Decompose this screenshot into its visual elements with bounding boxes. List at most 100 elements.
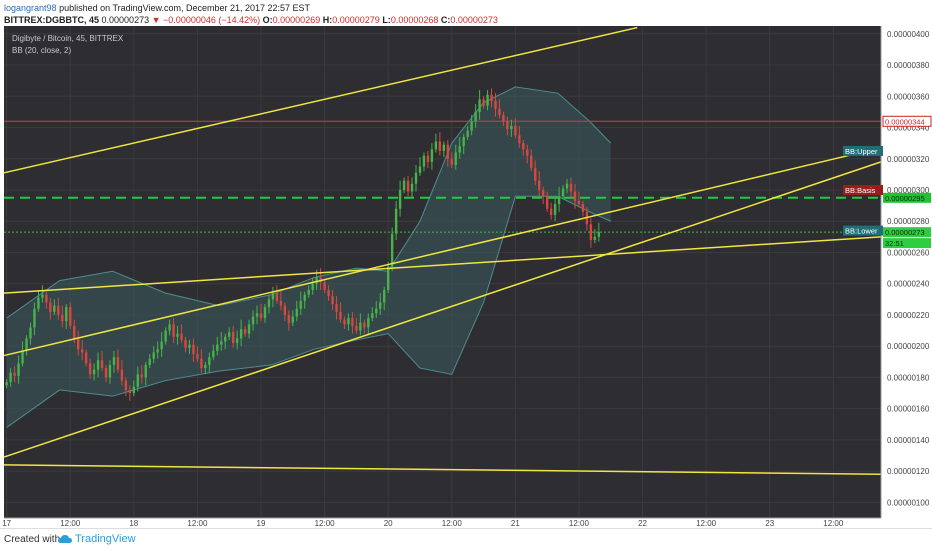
- candle-body: [13, 372, 16, 376]
- candle-body: [375, 308, 378, 314]
- candle-body: [156, 349, 159, 353]
- candle-body: [41, 294, 44, 298]
- candle-body: [96, 360, 100, 370]
- y-tick-label: 0.00000180: [887, 373, 930, 382]
- candle-body: [88, 363, 92, 375]
- price-label-box: [883, 192, 931, 203]
- candle-body: [255, 313, 259, 317]
- y-tick-label: 0.00000280: [887, 217, 930, 226]
- candle-body: [228, 332, 231, 337]
- candle-body: [589, 224, 593, 240]
- candle-body: [526, 149, 529, 156]
- candle-body: [69, 307, 72, 326]
- candle-body: [494, 100, 497, 109]
- candle-body: [76, 338, 80, 350]
- candle-body: [545, 196, 549, 209]
- candle-body: [311, 283, 314, 290]
- candle-body: [315, 277, 318, 284]
- candle-body: [331, 296, 334, 305]
- candle-body: [184, 339, 187, 348]
- candle-body: [446, 144, 449, 159]
- price-chart[interactable]: 0.00000100 0.00000120 0.00000140 0.00000160…: [0, 26, 932, 528]
- candle-body: [25, 338, 28, 351]
- candle-body: [450, 158, 453, 166]
- price-label-text: 0.00000344: [885, 117, 925, 126]
- candle-body: [287, 314, 291, 323]
- candle-body: [359, 322, 362, 331]
- price-label-text: 32:51: [885, 239, 904, 248]
- close-label: C:: [440, 15, 451, 25]
- open-value: 0.00000269: [272, 15, 321, 25]
- candle-body: [343, 319, 346, 325]
- price-label-box: [882, 115, 932, 127]
- bb-lower-line: [6, 195, 611, 428]
- candle-body: [112, 357, 116, 365]
- candle-body: [482, 99, 485, 106]
- y-tick-label: 0.00000160: [887, 405, 930, 414]
- candle-body: [37, 297, 40, 309]
- candle-body: [172, 324, 175, 337]
- candle-body: [152, 352, 155, 359]
- symbol-label: BITTREX:DGBBTC, 45: [4, 15, 100, 25]
- candle-body: [164, 330, 167, 342]
- x-tick-label: 21: [511, 519, 520, 528]
- candle-body: [108, 364, 112, 378]
- x-tick-label: 12:00: [696, 519, 717, 528]
- y-tick-label: 0.00000140: [887, 436, 930, 445]
- x-tick-label: 19: [257, 519, 266, 528]
- candle-body: [116, 357, 120, 370]
- y-tick-label: 0.00000120: [887, 467, 930, 476]
- y-tick-label: 0.00000240: [887, 280, 930, 289]
- candle-body: [581, 204, 585, 212]
- candle-body: [553, 204, 557, 215]
- price-label-text: BB:Basis: [845, 186, 876, 195]
- instrument-title: Digibyte / Bitcoin, 45, BITTREX: [12, 34, 124, 43]
- y-tick-label: 0.00000320: [887, 155, 930, 164]
- published-text: published on TradingView.com, December 2…: [59, 3, 311, 13]
- candle-body: [406, 180, 410, 192]
- candle-body: [80, 349, 84, 353]
- ohlc-line: BITTREX:DGBBTC, 45 0.00000273 ▼ −0.00000…: [4, 15, 498, 25]
- candle-body: [200, 358, 203, 369]
- candle-body: [132, 386, 136, 394]
- trend-line: [3, 147, 882, 357]
- high-label: H:: [322, 15, 333, 25]
- price-change: −0.00000046 (−14.42%): [163, 15, 261, 25]
- candle-body: [21, 350, 24, 364]
- trend-line: [3, 161, 882, 458]
- candle-body: [271, 293, 275, 300]
- candle-body: [160, 341, 163, 350]
- x-tick-label: 22: [638, 519, 647, 528]
- x-tick-label: 12:00: [187, 519, 208, 528]
- candle-body: [367, 318, 370, 328]
- open-label: O:: [262, 15, 273, 25]
- candle-body: [9, 372, 12, 383]
- candle-body: [124, 380, 128, 390]
- candle-body: [383, 289, 386, 303]
- x-tick-label: 12:00: [315, 519, 336, 528]
- candle-body: [561, 188, 565, 197]
- tradingview-logo[interactable]: TradingView: [75, 533, 136, 545]
- candle-body: [462, 136, 465, 147]
- y-tick-label: 0.00000360: [887, 92, 930, 101]
- last-price: 0.00000273: [101, 15, 150, 25]
- y-tick-label: 0.00000200: [887, 342, 930, 351]
- candle-body: [474, 111, 477, 122]
- candle-body: [534, 168, 537, 181]
- candle-body: [5, 382, 8, 386]
- candle-body: [17, 363, 20, 376]
- candle-body: [541, 190, 545, 197]
- y-tick-label: 0.00000300: [887, 186, 930, 195]
- candle-body: [351, 318, 354, 326]
- candle-body: [557, 196, 561, 205]
- trend-line: [3, 26, 638, 174]
- indicator-legend[interactable]: BB (20, close, 2): [12, 46, 72, 55]
- candle-body: [327, 289, 330, 297]
- candle-body: [104, 368, 108, 378]
- author-link[interactable]: logangrant98: [4, 3, 57, 13]
- candle-body: [100, 360, 104, 369]
- candle-body: [470, 121, 473, 131]
- x-tick-label: 23: [765, 519, 774, 528]
- candle-body: [140, 374, 143, 378]
- candle-body: [438, 141, 442, 151]
